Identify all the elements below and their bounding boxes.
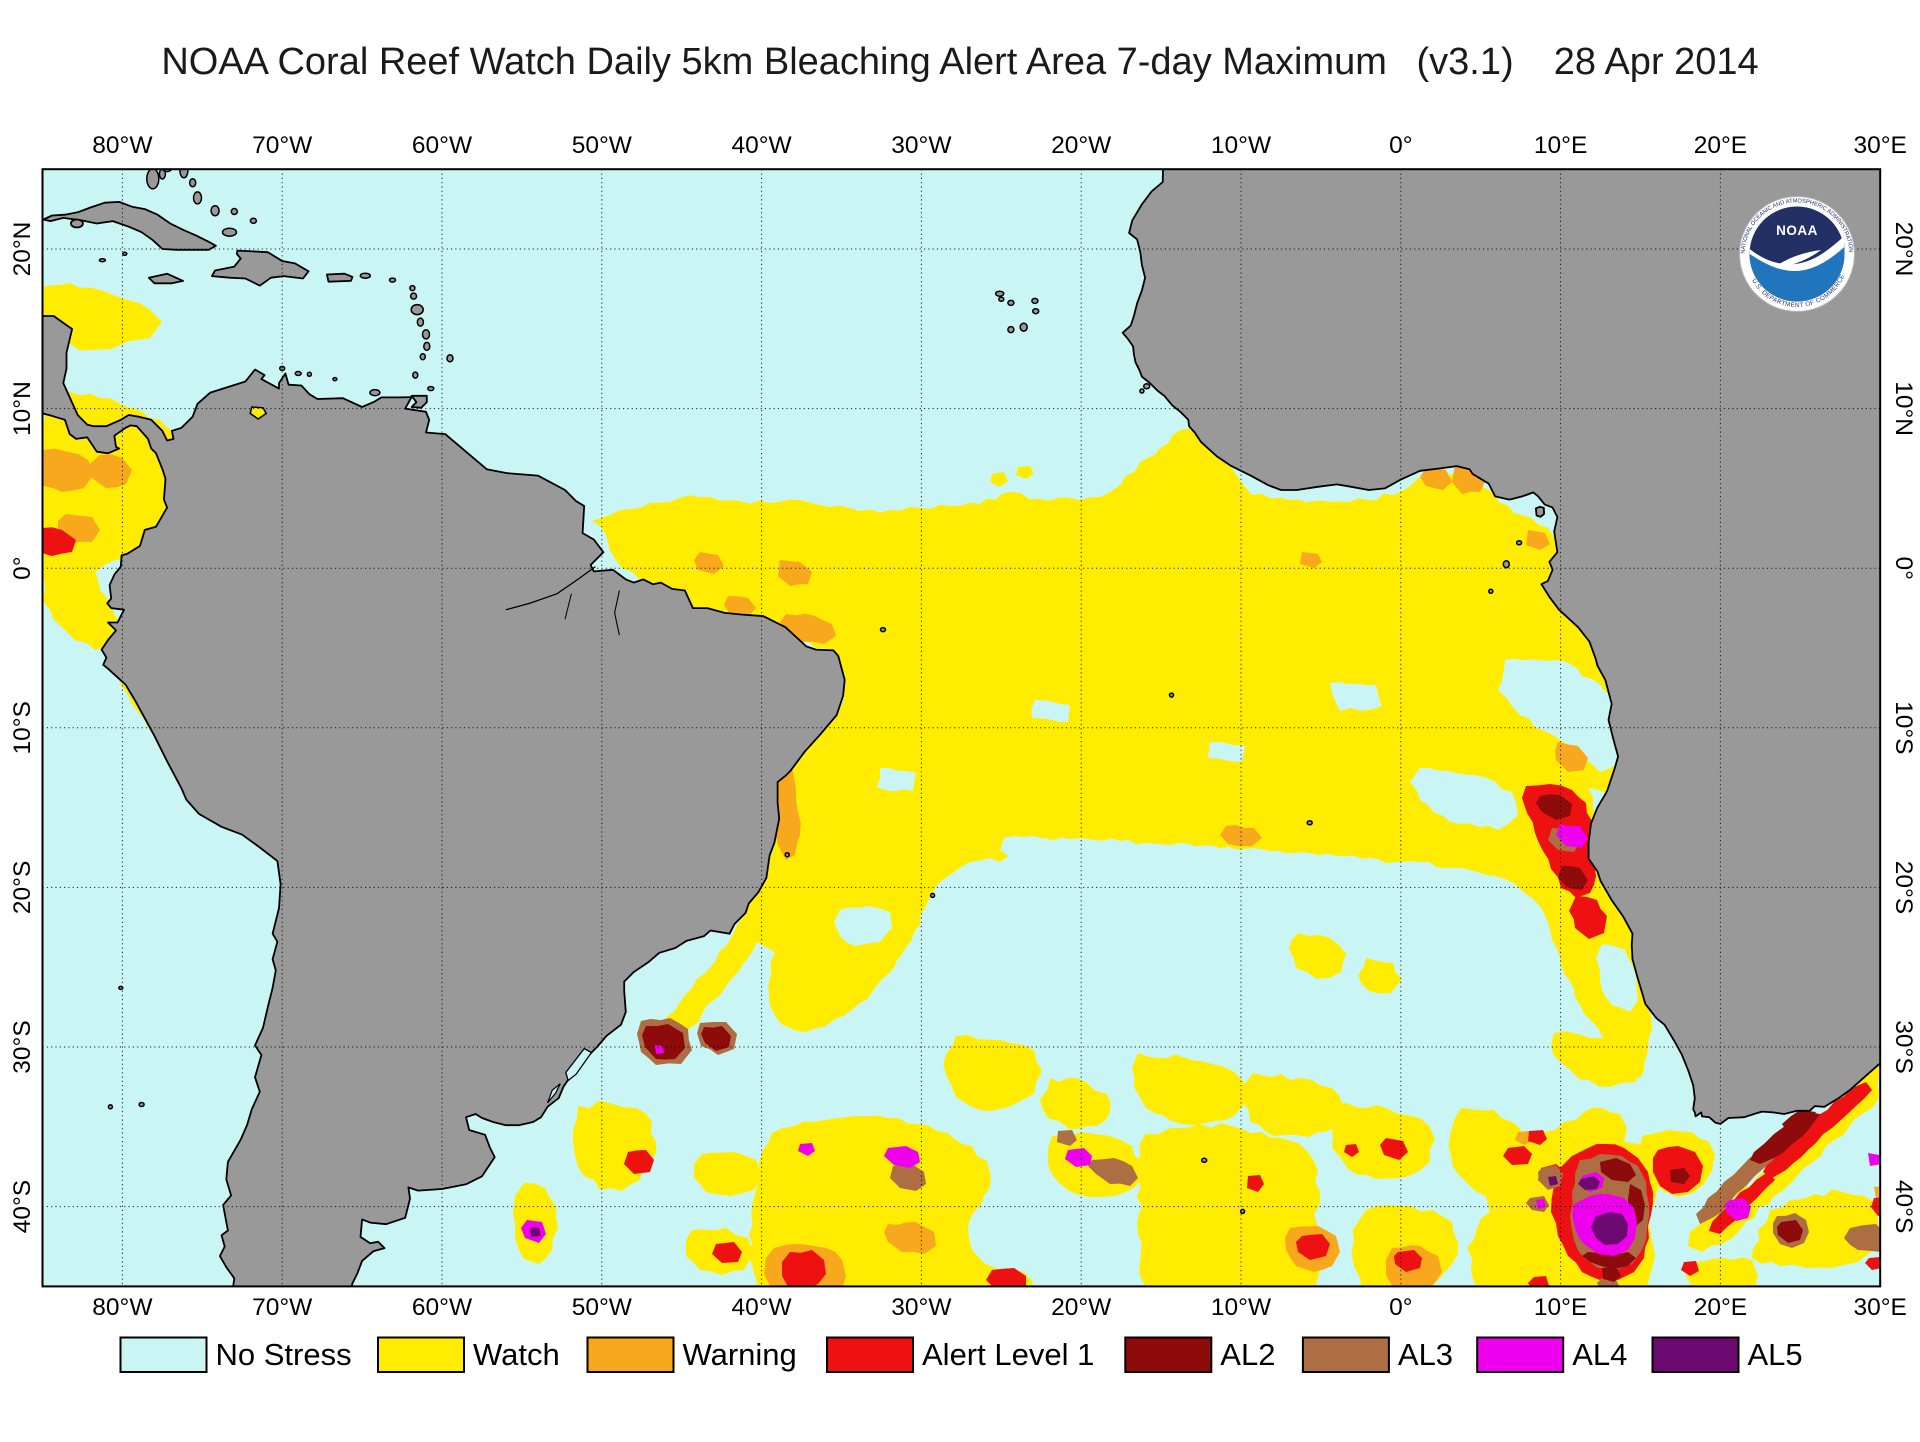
svg-text:AL3: AL3: [1398, 1337, 1453, 1372]
svg-text:Watch: Watch: [473, 1337, 560, 1372]
svg-text:20°E: 20°E: [1694, 132, 1747, 159]
svg-text:10°W: 10°W: [1211, 1294, 1272, 1321]
svg-text:NOAA Coral Reef Watch Daily 5k: NOAA Coral Reef Watch Daily 5km Bleachin…: [161, 41, 1758, 83]
svg-text:30°S: 30°S: [9, 1020, 36, 1073]
svg-text:10°N: 10°N: [9, 381, 36, 436]
svg-text:NOAA: NOAA: [1776, 223, 1818, 238]
svg-text:10°S: 10°S: [1890, 701, 1917, 754]
svg-text:20°W: 20°W: [1051, 1294, 1112, 1321]
svg-text:10°E: 10°E: [1534, 1294, 1587, 1321]
svg-text:80°W: 80°W: [92, 132, 153, 159]
svg-text:20°S: 20°S: [9, 861, 36, 914]
svg-text:30°W: 30°W: [891, 132, 952, 159]
svg-text:80°W: 80°W: [92, 1294, 153, 1321]
svg-text:No Stress: No Stress: [216, 1337, 352, 1372]
svg-text:50°W: 50°W: [572, 132, 633, 159]
svg-text:40°S: 40°S: [9, 1180, 36, 1233]
svg-text:60°W: 60°W: [412, 132, 473, 159]
svg-text:AL5: AL5: [1748, 1337, 1803, 1372]
svg-text:Warning: Warning: [683, 1337, 797, 1372]
svg-text:Alert Level 1: Alert Level 1: [922, 1337, 1094, 1372]
svg-text:50°W: 50°W: [572, 1294, 633, 1321]
svg-text:20°N: 20°N: [9, 222, 36, 277]
svg-text:AL2: AL2: [1220, 1337, 1275, 1372]
svg-text:10°S: 10°S: [9, 701, 36, 754]
svg-text:10°N: 10°N: [1890, 381, 1917, 436]
svg-text:AL4: AL4: [1572, 1337, 1627, 1372]
svg-text:0°: 0°: [1389, 1294, 1412, 1321]
svg-text:20°S: 20°S: [1890, 861, 1917, 914]
svg-text:70°W: 70°W: [252, 1294, 313, 1321]
svg-text:0°: 0°: [9, 556, 36, 579]
svg-text:10°W: 10°W: [1211, 132, 1272, 159]
svg-text:30°S: 30°S: [1890, 1020, 1917, 1073]
svg-text:70°W: 70°W: [252, 132, 313, 159]
svg-text:30°E: 30°E: [1854, 132, 1907, 159]
svg-text:40°S: 40°S: [1890, 1180, 1917, 1233]
svg-text:30°E: 30°E: [1854, 1294, 1907, 1321]
svg-text:20°N: 20°N: [1890, 222, 1917, 277]
svg-text:10°E: 10°E: [1534, 132, 1587, 159]
svg-text:30°W: 30°W: [891, 1294, 952, 1321]
svg-text:60°W: 60°W: [412, 1294, 473, 1321]
svg-text:40°W: 40°W: [732, 1294, 793, 1321]
svg-text:20°W: 20°W: [1051, 132, 1112, 159]
svg-text:0°: 0°: [1389, 132, 1412, 159]
svg-text:40°W: 40°W: [732, 132, 793, 159]
svg-text:20°E: 20°E: [1694, 1294, 1747, 1321]
svg-text:0°: 0°: [1890, 556, 1917, 579]
